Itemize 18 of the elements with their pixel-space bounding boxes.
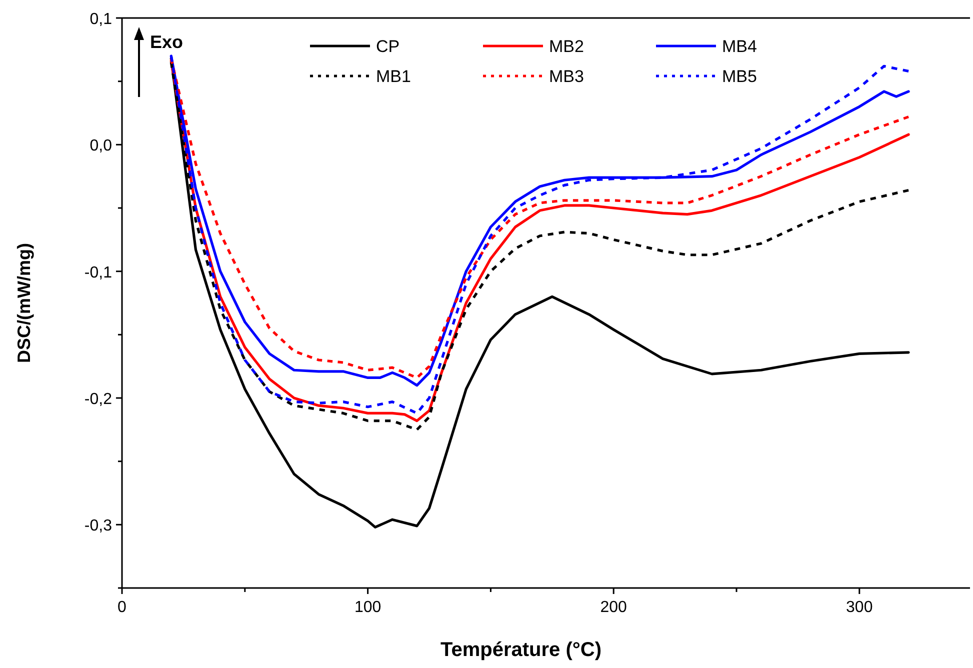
legend-label: MB5 xyxy=(722,67,757,86)
x-axis-title: Température (°C) xyxy=(440,639,602,661)
x-tick-label: 0 xyxy=(118,599,127,616)
y-tick-label: -0,3 xyxy=(84,518,112,535)
annotation: Exo xyxy=(150,32,184,52)
legend-label: MB4 xyxy=(722,37,757,56)
x-tick-label: 300 xyxy=(846,599,873,616)
y-tick-label: 0,1 xyxy=(90,11,112,28)
legend-label: MB3 xyxy=(549,67,584,86)
y-tick-label: -0,1 xyxy=(84,264,112,282)
x-tick-label: 100 xyxy=(354,599,382,616)
legend-label: CP xyxy=(376,37,400,56)
y-tick-label: -0,2 xyxy=(84,391,112,408)
y-tick-label: 0,0 xyxy=(90,138,112,155)
legend-label: MB2 xyxy=(549,37,584,56)
x-tick-label: 200 xyxy=(600,599,628,616)
legend-label: MB1 xyxy=(376,67,411,86)
y-axis-title: DSC/(mW/mg) xyxy=(14,243,34,363)
